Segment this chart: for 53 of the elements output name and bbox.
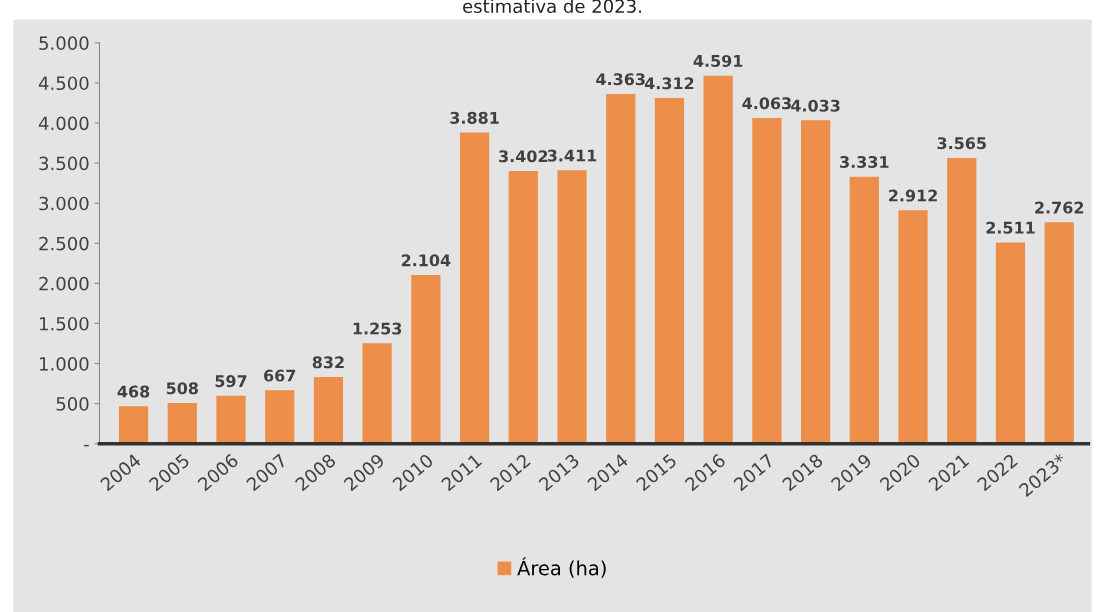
data-label: 4.063 [742,97,791,110]
data-label: 4.591 [693,54,743,67]
y-tick-label: 2.000 [39,276,89,291]
bar [167,402,197,444]
y-tick-label: 3.000 [39,196,89,211]
bar [557,170,587,444]
y-tick-label: 2.500 [39,236,89,251]
bar [947,157,977,444]
legend-label: Área (ha) [517,557,606,578]
data-label: 3.402 [499,150,548,163]
data-label: 3.881 [450,111,499,124]
data-label: 3.331 [840,155,889,168]
data-label: 2.762 [1035,201,1084,214]
bar [800,120,831,444]
y-tick-label: 5.000 [39,36,89,50]
bar [216,395,246,444]
data-label: 468 [117,385,150,398]
data-label: 3.411 [547,149,597,162]
bar [849,176,879,444]
y-tick-label: 1.500 [40,316,89,331]
data-label: 597 [215,375,247,388]
bar [654,98,685,444]
y-tick-label: 4.000 [38,116,89,131]
y-tick-label: 1.000 [40,356,89,371]
data-label: 4.033 [791,99,840,112]
bar [459,132,490,444]
y-tick-label: 4.500 [38,76,89,91]
data-label: 508 [166,382,198,395]
bar [265,390,295,444]
data-label: 2.511 [986,221,1035,234]
data-label: 3.565 [937,137,986,150]
data-label: 2.912 [889,189,937,202]
bar [703,75,733,444]
bar [362,343,392,444]
chart-title: estimativa de 2023. [463,0,641,14]
y-tick-label: - [84,444,89,447]
bar [313,377,344,444]
y-tick-label: 500 [56,397,89,411]
bar [995,242,1026,444]
bar [606,93,636,444]
data-label: 1.253 [353,322,402,335]
bar [118,406,149,444]
data-label: 2.104 [401,254,451,267]
y-tick-label: 3.500 [39,156,89,171]
bar [752,117,782,444]
bar [1044,222,1074,444]
bar [898,210,928,444]
data-label: 667 [264,369,296,382]
bar [411,275,441,444]
data-label: 4.363 [596,73,645,86]
data-label: 4.312 [644,77,694,90]
data-label: 832 [312,356,344,369]
bar [508,170,538,444]
